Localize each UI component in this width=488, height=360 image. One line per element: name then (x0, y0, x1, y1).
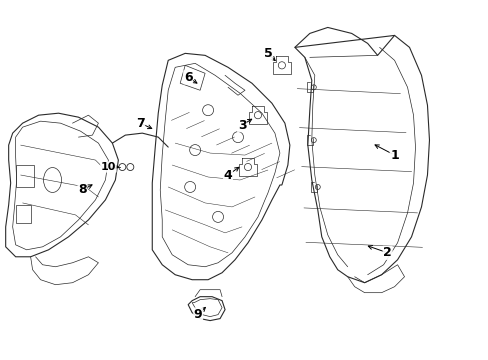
Bar (16, 165, 34, 187)
Text: 2: 2 (383, 246, 391, 259)
Text: 3: 3 (237, 119, 246, 132)
Bar (16, 205, 31, 223)
Text: 1: 1 (389, 149, 398, 162)
Text: 7: 7 (136, 117, 144, 130)
Text: 10: 10 (101, 162, 116, 172)
Text: 5: 5 (263, 47, 272, 60)
Text: 9: 9 (193, 308, 202, 321)
Text: 8: 8 (78, 184, 86, 197)
Text: 4: 4 (223, 168, 232, 181)
Text: 6: 6 (183, 71, 192, 84)
